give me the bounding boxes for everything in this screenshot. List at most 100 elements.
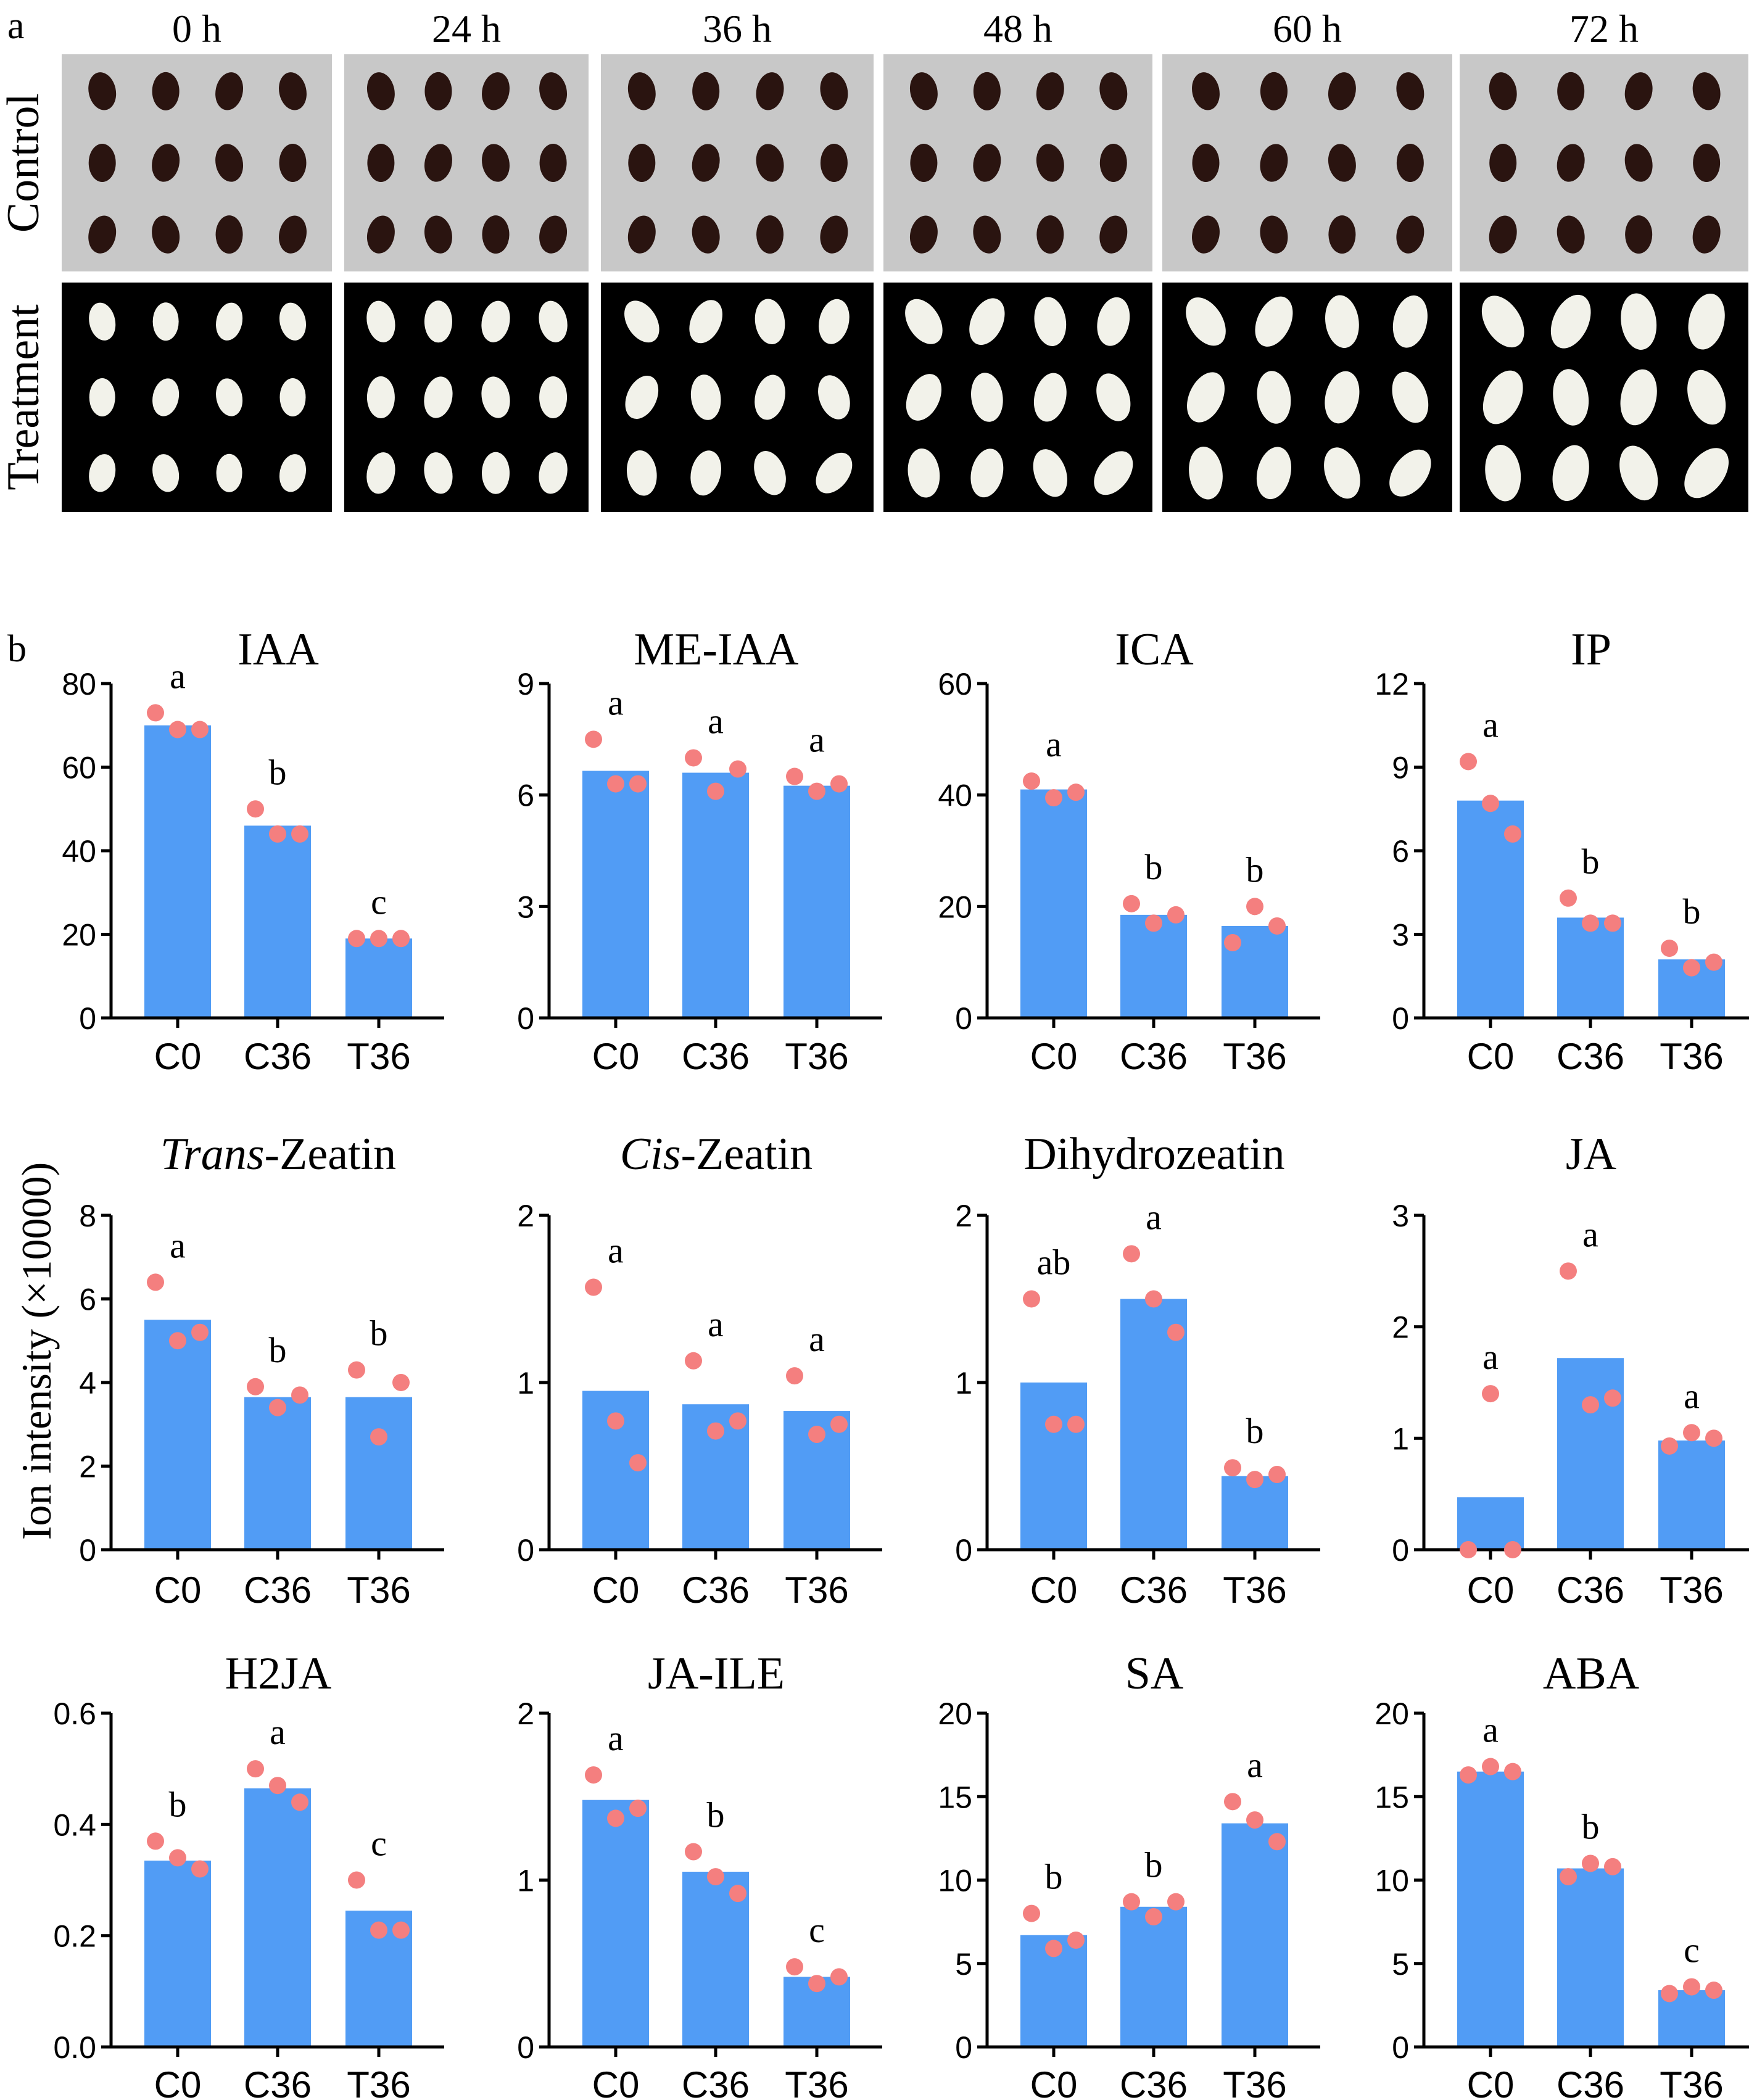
germinating-seed	[624, 300, 659, 343]
y-tick-label: 20	[938, 1697, 972, 1731]
seed	[482, 72, 510, 110]
germinating-seed	[971, 373, 1003, 422]
seed	[628, 144, 656, 182]
data-point	[169, 1849, 186, 1867]
photo-cell	[883, 54, 1152, 271]
chart-title: Cis-Zeatin	[620, 1129, 812, 1180]
germinating-seed	[908, 448, 940, 498]
chart: ABA 0 5 10 15 20 C0 C36 T36 a b c	[1375, 1648, 1749, 2100]
seed	[1489, 215, 1517, 254]
germinating-seed	[689, 300, 722, 344]
germinating-seed	[279, 378, 306, 416]
seed	[539, 215, 568, 254]
significance-letter: a	[608, 1718, 624, 1758]
bar	[1020, 1383, 1087, 1550]
data-point	[1045, 789, 1062, 807]
data-point	[1045, 1415, 1062, 1433]
significance-letter: a	[1582, 1214, 1598, 1254]
y-axis-label: Ion intensity (×10000)	[13, 1162, 60, 1540]
germinating-seed	[690, 374, 721, 420]
seed	[88, 72, 117, 110]
data-point	[1246, 1811, 1263, 1829]
germinating-seed	[1256, 447, 1291, 500]
significance-letter: b	[269, 1330, 287, 1370]
data-point	[808, 1975, 825, 1993]
x-tick-label: C0	[592, 2064, 640, 2100]
seed	[1489, 72, 1517, 110]
data-point	[370, 1921, 387, 1939]
data-point	[629, 1800, 647, 1817]
significance-letter: a	[708, 1304, 724, 1344]
data-point	[269, 825, 286, 843]
y-tick-label: 0	[955, 2030, 972, 2065]
x-tick-label: T36	[347, 1036, 410, 1077]
chart-title-part: Trans	[160, 1129, 265, 1180]
germinating-seed	[1325, 295, 1359, 348]
data-point	[629, 775, 647, 793]
data-point	[1145, 914, 1162, 932]
germinating-seed	[625, 375, 659, 420]
data-point	[1224, 934, 1241, 952]
data-point	[291, 825, 308, 843]
significance-letter: ab	[1037, 1242, 1071, 1283]
bar	[1222, 1476, 1288, 1550]
data-point	[1023, 1290, 1040, 1308]
x-tick-label: T36	[785, 1036, 848, 1077]
seed	[1328, 215, 1356, 254]
data-point	[808, 782, 825, 800]
seed	[909, 215, 938, 254]
data-point	[808, 1426, 825, 1444]
x-tick-label: C0	[1467, 1569, 1515, 1611]
seed	[1192, 72, 1220, 110]
significance-letter: a	[809, 1319, 825, 1359]
x-tick-label: C0	[1467, 1036, 1515, 1077]
data-point	[729, 1885, 746, 1903]
y-tick-label: 1	[517, 1864, 534, 1898]
bar	[1557, 1358, 1624, 1550]
significance-letter: a	[1482, 705, 1499, 745]
data-point	[1705, 1982, 1722, 1999]
photo-cell	[62, 283, 332, 512]
germinating-seed	[626, 450, 657, 496]
significance-letter: a	[809, 720, 825, 760]
germinating-seed	[1094, 451, 1133, 495]
data-point	[169, 721, 186, 738]
panel-a-label: a	[7, 5, 25, 47]
photo-cell	[344, 54, 589, 271]
data-point	[1224, 1793, 1241, 1811]
data-point	[585, 1278, 602, 1296]
data-point	[830, 1415, 848, 1433]
data-point	[607, 1809, 624, 1827]
seed	[1557, 72, 1585, 110]
significance-letter: b	[169, 1784, 187, 1824]
data-point	[1145, 1290, 1162, 1308]
germinating-seed	[1033, 449, 1067, 497]
data-point	[1560, 1262, 1577, 1280]
seed	[820, 144, 848, 182]
y-tick-label: 4	[79, 1366, 96, 1400]
chart-title: Dihydrozeatin	[1023, 1129, 1284, 1180]
germinating-seed	[1482, 370, 1523, 424]
chart: Cis-Zeatin 0 1 2 C0 C36 T36 a a a	[517, 1129, 882, 1611]
seed	[279, 144, 307, 182]
seed	[1036, 215, 1064, 254]
seed	[152, 144, 180, 182]
photo-cell	[1162, 283, 1452, 512]
data-point	[1246, 898, 1263, 916]
y-tick-label: 0.2	[53, 1919, 96, 1954]
seed	[279, 215, 307, 254]
data-point	[147, 704, 164, 722]
data-point	[392, 1921, 410, 1939]
bar	[1120, 914, 1187, 1018]
bar	[582, 1800, 649, 2047]
seed	[1692, 215, 1721, 254]
seed	[367, 144, 395, 182]
data-point	[1460, 1541, 1477, 1558]
germinating-seed	[1688, 293, 1725, 350]
seed	[215, 144, 244, 182]
germinating-seed	[1187, 372, 1225, 423]
germinating-seed	[1392, 295, 1428, 348]
data-point	[1123, 895, 1140, 912]
seed	[1624, 144, 1653, 182]
y-tick-label: 60	[938, 667, 972, 701]
